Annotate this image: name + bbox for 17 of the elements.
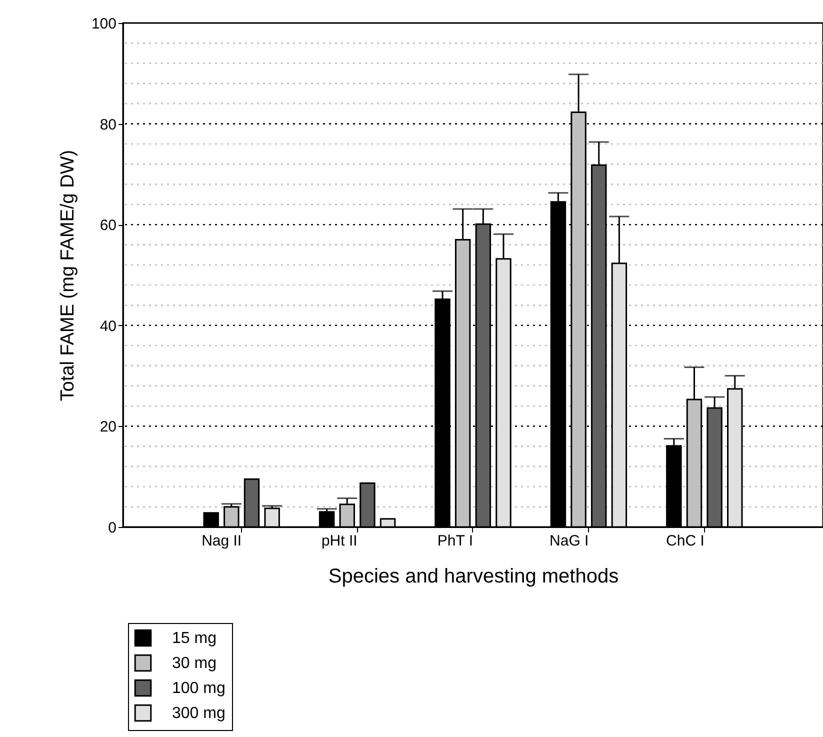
- x-tick-label: pHt II: [321, 532, 358, 550]
- legend-label: 100 mg: [172, 680, 226, 697]
- legend-label: 30 mg: [172, 655, 216, 672]
- x-axis-title: Species and harvesting methods: [328, 566, 619, 588]
- x-tick-label: Nag II: [202, 532, 242, 550]
- y-tick-label: 100: [91, 16, 116, 32]
- x-tick-label: PhT I: [437, 532, 473, 550]
- y-tick-label: 60: [100, 217, 116, 234]
- y-tick-label: 20: [100, 418, 116, 436]
- y-axis-title: Total FAME (mg FAME/g DW): [57, 150, 78, 402]
- x-tick-label: NaG I: [550, 532, 589, 550]
- y-tick-label: 40: [100, 318, 116, 335]
- legend-label: 15 mg: [172, 630, 216, 647]
- y-tick-label: 80: [100, 116, 116, 134]
- legend-label: 300 mg: [172, 705, 226, 722]
- x-tick-label: ChC I: [666, 532, 704, 550]
- y-tick-label: 0: [108, 520, 116, 536]
